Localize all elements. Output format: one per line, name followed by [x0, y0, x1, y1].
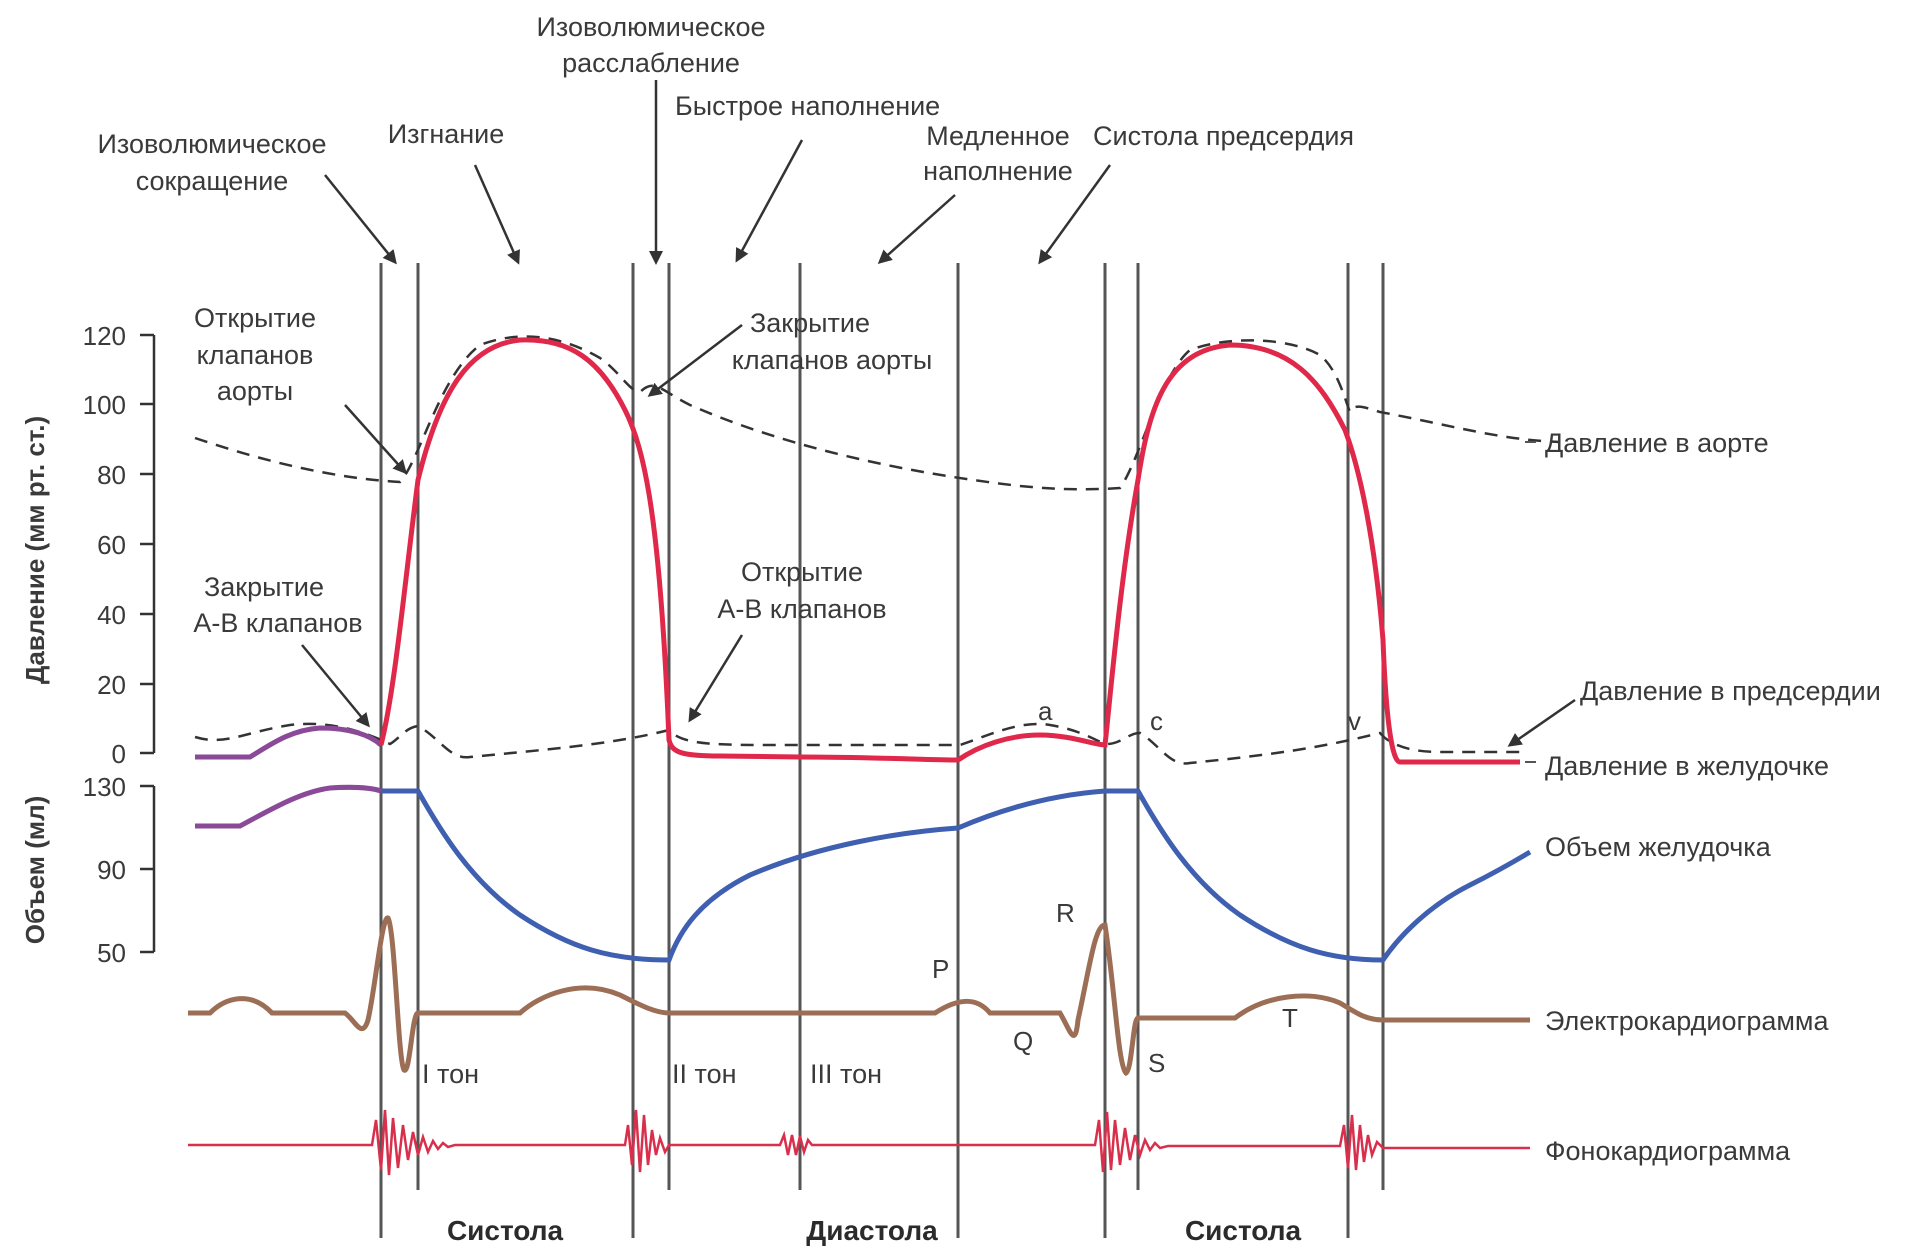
pressure-tick-80: 80	[97, 460, 126, 490]
curve-legend: Давление в аорте Давление в предсердии Д…	[1507, 428, 1881, 1166]
label-pcg: Фонокардиограмма	[1545, 1136, 1791, 1166]
label-av-open-line1: Открытие	[741, 557, 863, 587]
pressure-tick-100: 100	[83, 390, 126, 420]
pressure-axis-title: Давление (мм рт. ст.)	[20, 416, 50, 684]
arrow-av-close	[301, 644, 370, 728]
label-slow-fill-line1: Медленное	[926, 121, 1070, 151]
volume-axis: 130 90 50 Объем (мл)	[20, 772, 156, 968]
volume-tick-90: 90	[97, 855, 126, 885]
label-aortic-pressure: Давление в аорте	[1545, 428, 1769, 458]
volume-tick-130: 130	[83, 772, 126, 802]
heart-sound-labels: I тон II тон III тон	[422, 1059, 882, 1089]
label-atrial-systole: Систола предсердия	[1093, 121, 1354, 151]
wave-c: c	[1150, 706, 1163, 736]
label-av-close-line2: А-В клапанов	[193, 608, 362, 638]
arrow-isovol-contraction	[324, 174, 397, 265]
wave-S: S	[1148, 1048, 1165, 1078]
label-systole-2: Систола	[1185, 1215, 1302, 1246]
label-av-open-line2: А-В клапанов	[717, 594, 886, 624]
arrow-av-open	[688, 634, 744, 723]
cycle-phase-labels: Систола Диастола Систола	[447, 1215, 1302, 1246]
pressure-tick-20: 20	[97, 670, 126, 700]
label-aortic-close-line2: клапанов аорты	[732, 345, 933, 375]
label-s2: II тон	[672, 1059, 737, 1089]
label-s1: I тон	[422, 1059, 479, 1089]
volume-tick-50: 50	[97, 938, 126, 968]
wave-Q: Q	[1013, 1026, 1033, 1056]
wave-R: R	[1056, 898, 1075, 928]
wave-v: v	[1348, 706, 1361, 736]
aortic-pressure-curve	[194, 335, 1561, 491]
wave-P: P	[932, 954, 949, 984]
arrow-aortic-open	[344, 404, 408, 475]
pcg-curve	[188, 1109, 1530, 1176]
pressure-axis: 120 100 80 60 40 20 0 Давление (мм рт. с…	[20, 321, 156, 769]
arrow-slow-fill	[877, 194, 956, 264]
ventricular-volume-early-purple	[195, 784, 382, 829]
pressure-tick-60: 60	[97, 530, 126, 560]
pressure-tick-120: 120	[83, 321, 126, 351]
arrow-ejection	[473, 164, 520, 265]
ventricular-pressure-curve	[378, 337, 1520, 765]
label-ventricular-volume: Объем желудочка	[1545, 832, 1772, 862]
pressure-tick-40: 40	[97, 600, 126, 630]
label-isovol-contraction-line1: Изоволюмическое	[97, 129, 326, 159]
label-atrial-pressure: Давление в предсердии	[1580, 676, 1881, 706]
label-s3: III тон	[810, 1059, 882, 1089]
label-isovol-relax-line1: Изоволюмическое	[536, 12, 765, 42]
label-aortic-open-line1: Открытие	[194, 303, 316, 333]
wave-T: T	[1282, 1003, 1298, 1033]
phase-annotations: Изоволюмическое сокращение Изгнание Изов…	[97, 12, 1354, 265]
wave-a: a	[1038, 696, 1053, 726]
label-av-close-line1: Закрытие	[204, 572, 324, 602]
label-slow-fill-line2: наполнение	[923, 156, 1073, 186]
label-rapid-fill: Быстрое наполнение	[675, 91, 940, 121]
arrow-aortic-close	[647, 324, 743, 397]
arrow-rapid-fill	[735, 139, 804, 263]
valve-annotations: Открытие клапанов аорты Закрытие клапано…	[193, 303, 933, 728]
volume-axis-title: Объем (мл)	[20, 796, 50, 945]
label-isovol-contraction-line2: сокращение	[136, 166, 289, 196]
arrow-atrial-systole	[1038, 164, 1112, 265]
label-systole-1: Систола	[447, 1215, 564, 1246]
atrial-pressure-curve	[194, 722, 1520, 765]
ecg-curve	[188, 915, 1530, 1077]
ventricular-volume-curve	[381, 788, 1532, 963]
label-aortic-close-line1: Закрытие	[750, 308, 870, 338]
pressure-tick-0: 0	[112, 739, 126, 769]
label-diastole: Диастола	[806, 1215, 938, 1246]
label-ejection: Изгнание	[388, 119, 505, 149]
label-aortic-open-line2: клапанов	[197, 340, 314, 370]
label-isovol-relax-line2: расслабление	[562, 48, 740, 78]
label-ventricular-pressure: Давление в желудочке	[1545, 751, 1829, 781]
label-ecg: Электрокардиограмма	[1545, 1006, 1829, 1036]
wave-labels: a c v P Q R S T	[932, 696, 1361, 1078]
ventricular-pressure-early-purple	[195, 725, 383, 760]
label-aortic-open-line3: аорты	[217, 376, 293, 406]
